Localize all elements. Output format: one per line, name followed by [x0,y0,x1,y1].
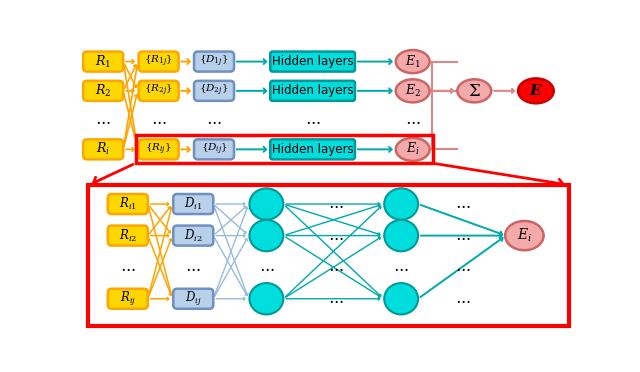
FancyBboxPatch shape [173,194,213,214]
Text: $\{D_{2j}\}$: $\{D_{2j}\}$ [200,83,228,98]
Text: $\boldsymbol{R_i}$: $\boldsymbol{R_i}$ [96,141,110,157]
Ellipse shape [518,78,554,103]
Ellipse shape [396,138,429,161]
FancyBboxPatch shape [83,140,123,159]
Text: $\boldsymbol{R_1}$: $\boldsymbol{R_1}$ [95,54,111,70]
FancyBboxPatch shape [139,52,179,71]
Text: $\boldsymbol{E}$: $\boldsymbol{E}$ [529,83,543,98]
FancyBboxPatch shape [139,81,179,101]
Ellipse shape [458,79,492,102]
FancyBboxPatch shape [108,194,148,214]
FancyBboxPatch shape [108,225,148,246]
Text: $\cdots$: $\cdots$ [328,290,344,308]
Text: $\cdots$: $\cdots$ [259,258,274,276]
Text: $\cdots$: $\cdots$ [455,227,470,245]
Text: $\cdots$: $\cdots$ [186,258,201,276]
Text: Hidden layers: Hidden layers [272,84,353,97]
Text: $E_2$: $E_2$ [404,83,420,99]
FancyBboxPatch shape [139,140,179,159]
FancyBboxPatch shape [270,140,355,159]
Ellipse shape [396,79,429,102]
Text: $\boldsymbol{R_2}$: $\boldsymbol{R_2}$ [95,83,111,99]
Text: $\{R_{ij}\}$: $\{R_{ij}\}$ [145,142,172,157]
Text: $\{R_{2j}\}$: $\{R_{2j}\}$ [144,83,173,98]
Text: $\{D_{1j}\}$: $\{D_{1j}\}$ [200,54,228,69]
Ellipse shape [384,188,418,220]
FancyBboxPatch shape [173,225,213,246]
Text: $\cdots$: $\cdots$ [151,111,166,129]
Ellipse shape [396,50,429,73]
FancyBboxPatch shape [270,52,355,71]
Ellipse shape [250,283,284,314]
Text: $\cdots$: $\cdots$ [455,258,470,276]
Text: $D_{ij}$: $D_{ij}$ [185,290,202,308]
Text: $\{R_{1j}\}$: $\{R_{1j}\}$ [144,54,173,69]
FancyBboxPatch shape [88,185,569,326]
Text: $\cdots$: $\cdots$ [405,111,420,129]
Text: $\cdots$: $\cdots$ [455,290,470,308]
Ellipse shape [384,220,418,251]
FancyBboxPatch shape [83,52,123,71]
FancyBboxPatch shape [194,52,234,71]
Text: $\cdots$: $\cdots$ [328,195,344,213]
Text: $\Sigma$: $\Sigma$ [468,82,481,100]
FancyBboxPatch shape [83,81,123,101]
Text: $E_i$: $E_i$ [517,227,532,244]
Ellipse shape [384,283,418,314]
FancyBboxPatch shape [173,289,213,309]
Text: $\{D_{ij}\}$: $\{D_{ij}\}$ [200,142,227,157]
FancyBboxPatch shape [194,81,234,101]
Text: Hidden layers: Hidden layers [272,55,353,68]
FancyBboxPatch shape [194,140,234,159]
Text: $E_1$: $E_1$ [405,54,420,70]
Text: $\cdots$: $\cdots$ [206,111,222,129]
Ellipse shape [505,221,543,250]
FancyBboxPatch shape [270,81,355,101]
Text: $\cdots$: $\cdots$ [328,227,344,245]
Text: $E_i$: $E_i$ [406,141,420,157]
Text: $\cdots$: $\cdots$ [95,111,111,129]
Text: Hidden layers: Hidden layers [272,143,353,156]
Ellipse shape [250,188,284,220]
FancyBboxPatch shape [108,289,148,309]
Text: $D_{i1}$: $D_{i1}$ [184,196,202,212]
Text: $\boldsymbol{R_{i1}}$: $\boldsymbol{R_{i1}}$ [119,196,137,212]
Text: $\cdots$: $\cdots$ [394,258,409,276]
Text: $\cdots$: $\cdots$ [305,111,321,129]
Text: $\cdots$: $\cdots$ [455,195,470,213]
Text: $\boldsymbol{R_{i2}}$: $\boldsymbol{R_{i2}}$ [119,228,137,244]
Text: $D_{i2}$: $D_{i2}$ [184,228,203,244]
Ellipse shape [250,220,284,251]
Text: $\boldsymbol{R_{ij}}$: $\boldsymbol{R_{ij}}$ [120,290,136,308]
Text: $\cdots$: $\cdots$ [120,258,136,276]
Text: $\cdots$: $\cdots$ [328,258,344,276]
